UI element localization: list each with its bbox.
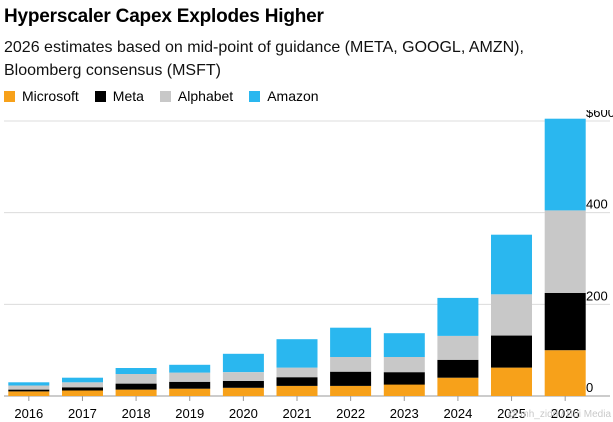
bar-2026-meta <box>544 292 586 351</box>
x-tick-label: 2017 <box>68 406 97 421</box>
legend-swatch-alphabet <box>159 90 171 102</box>
bar-2024-alphabet <box>437 336 479 360</box>
y-tick-label: 0 <box>586 380 593 395</box>
y-tick-label: 400 <box>586 197 608 212</box>
legend-label-meta: Meta <box>112 88 144 104</box>
bar-2022-microsoft <box>330 385 372 396</box>
x-tick-label: 2026 <box>551 406 580 421</box>
watermark: @ mh_zidd / Bui Media <box>507 409 611 420</box>
chart-title: Hyperscaler Capex Explodes Higher <box>4 6 324 27</box>
x-tick-label: 2023 <box>390 406 419 421</box>
bar-2016-alphabet <box>8 385 50 390</box>
bar-2016-amazon <box>8 382 50 386</box>
bar-2025-meta <box>491 335 532 368</box>
bar-2023-alphabet <box>383 357 425 373</box>
bar-2017-alphabet <box>62 382 103 388</box>
bar-2024-amazon <box>437 297 479 336</box>
x-tick-label: 2020 <box>229 406 258 421</box>
legend-swatch-amazon <box>249 90 261 102</box>
bar-2023-amazon <box>383 333 425 357</box>
legend-swatch-meta <box>94 90 106 102</box>
bar-2016-microsoft <box>8 391 50 396</box>
bar-2018-amazon <box>115 368 157 374</box>
bar-2021-meta <box>276 377 318 386</box>
bar-2025-amazon <box>491 234 532 295</box>
x-tick-label: 2018 <box>122 406 151 421</box>
x-tick-label: 2019 <box>175 406 204 421</box>
bar-2019-microsoft <box>169 388 211 396</box>
bar-2022-alphabet <box>330 357 372 372</box>
bar-2017-microsoft <box>62 390 103 396</box>
bar-2026-amazon <box>544 118 586 211</box>
subtitle-line-1: 2026 estimates based on mid-point of gui… <box>4 39 524 56</box>
legend-item-alphabet: Alphabet <box>159 88 234 104</box>
legend-swatch-microsoft <box>4 90 15 102</box>
bar-2026-alphabet <box>544 210 586 293</box>
bar-2021-alphabet <box>276 367 318 378</box>
y-tick-label: $600B <box>586 110 613 120</box>
bar-2023-meta <box>383 372 425 385</box>
bar-2017-amazon <box>62 377 103 383</box>
legend-label-amazon: Amazon <box>267 88 319 104</box>
legend-item-amazon: Amazon <box>249 88 319 104</box>
legend-item-meta: Meta <box>94 88 144 104</box>
bar-2020-alphabet <box>222 372 264 381</box>
x-tick-label: 2024 <box>443 406 472 421</box>
bar-2025-alphabet <box>491 294 532 336</box>
x-tick-label: 2021 <box>283 406 312 421</box>
x-tick-label: 2022 <box>336 406 365 421</box>
legend: Microsoft Meta Alphabet Amazon <box>4 88 335 104</box>
bar-2024-meta <box>437 359 479 378</box>
stacked-bar-chart: 0 200 400 $600B 2016 2017 2018 2019 2020 2021 2022… <box>4 110 613 421</box>
x-tick-label: 2025 <box>497 406 526 421</box>
bar-2018-alphabet <box>115 374 157 384</box>
bar-2026-microsoft <box>544 350 586 396</box>
chart-subtitle: 2026 estimates based on mid-point of gui… <box>4 36 613 82</box>
bar-2020-meta <box>222 380 264 388</box>
bar-2021-amazon <box>276 339 318 368</box>
bar-2019-alphabet <box>169 372 211 382</box>
x-tick-label: 2016 <box>14 406 43 421</box>
bar-2023-microsoft <box>383 384 425 396</box>
bar-2019-amazon <box>169 364 211 373</box>
legend-label-microsoft: Microsoft <box>22 88 79 104</box>
bar-2020-amazon <box>222 353 264 373</box>
bar-2020-microsoft <box>222 387 264 397</box>
legend-label-alphabet: Alphabet <box>177 88 234 104</box>
subtitle-line-2: Bloomberg consensus (MSFT) <box>4 62 221 79</box>
bar-2018-meta <box>115 383 157 390</box>
bar-2025-microsoft <box>491 367 532 396</box>
bar-2016-meta <box>8 389 50 392</box>
bar-2024-microsoft <box>437 377 479 396</box>
bar-2018-microsoft <box>115 389 157 396</box>
bar-2017-meta <box>62 387 103 391</box>
bar-2021-microsoft <box>276 385 318 396</box>
bar-2022-meta <box>330 371 372 386</box>
bar-2022-amazon <box>330 327 372 357</box>
legend-item-microsoft: Microsoft <box>4 88 79 104</box>
y-tick-label: 200 <box>586 288 608 303</box>
bar-2019-meta <box>169 381 211 389</box>
